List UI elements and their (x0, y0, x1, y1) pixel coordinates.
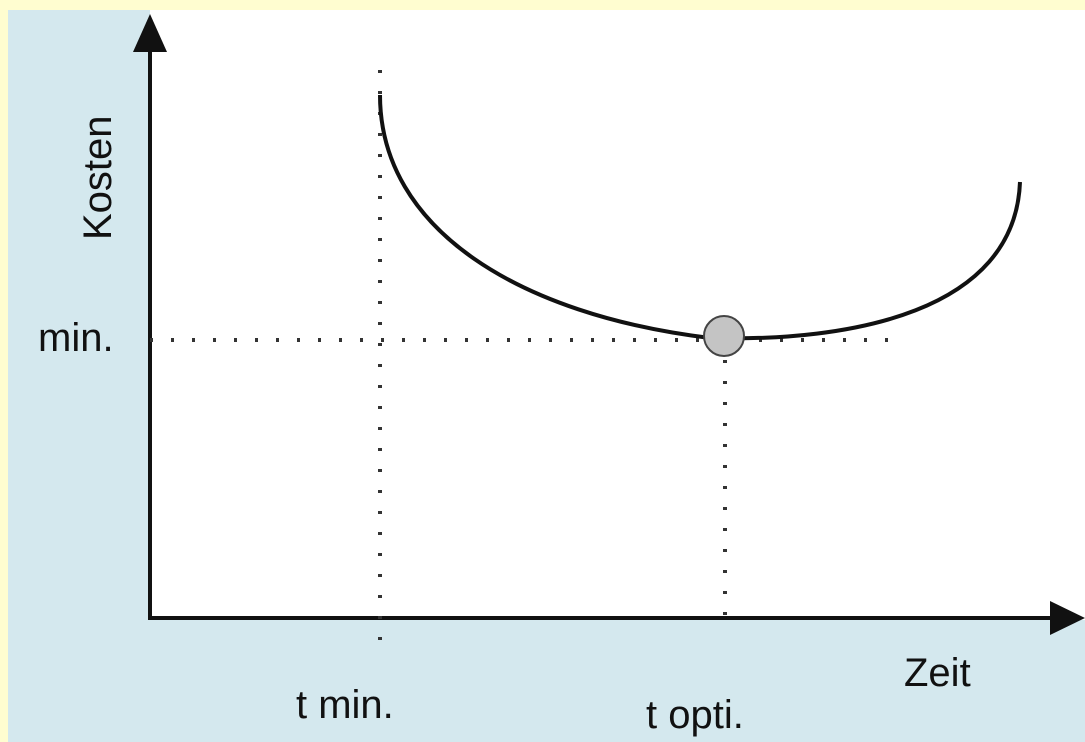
y-axis-label: Kosten (76, 115, 120, 240)
x-axis-label: Zeit (904, 651, 971, 695)
min-cost-label: min. (38, 316, 114, 360)
plot-area (150, 10, 1085, 620)
t-opti-label: t opti. (646, 693, 744, 737)
optimum-point (703, 315, 745, 357)
x-axis-arrow (1050, 601, 1085, 635)
y-axis-arrow (133, 14, 167, 52)
cost-curve (378, 94, 1022, 341)
t-min-label: t min. (296, 683, 394, 727)
